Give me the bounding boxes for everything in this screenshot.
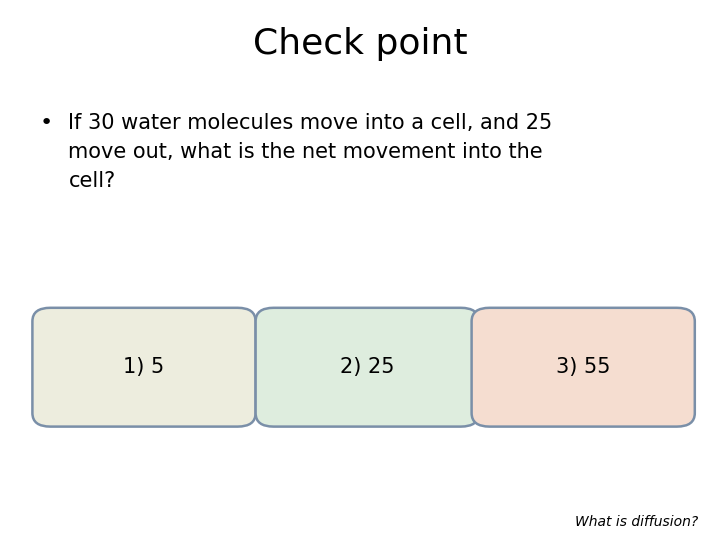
- FancyBboxPatch shape: [32, 308, 256, 427]
- FancyBboxPatch shape: [472, 308, 695, 427]
- Text: If 30 water molecules move into a cell, and 25
move out, what is the net movemen: If 30 water molecules move into a cell, …: [68, 113, 553, 191]
- Text: What is diffusion?: What is diffusion?: [575, 515, 698, 529]
- FancyBboxPatch shape: [256, 308, 479, 427]
- Text: 2) 25: 2) 25: [340, 357, 395, 377]
- Text: •: •: [40, 113, 53, 133]
- Text: 3) 55: 3) 55: [556, 357, 611, 377]
- Text: Check point: Check point: [253, 27, 467, 61]
- Text: 1) 5: 1) 5: [123, 357, 165, 377]
